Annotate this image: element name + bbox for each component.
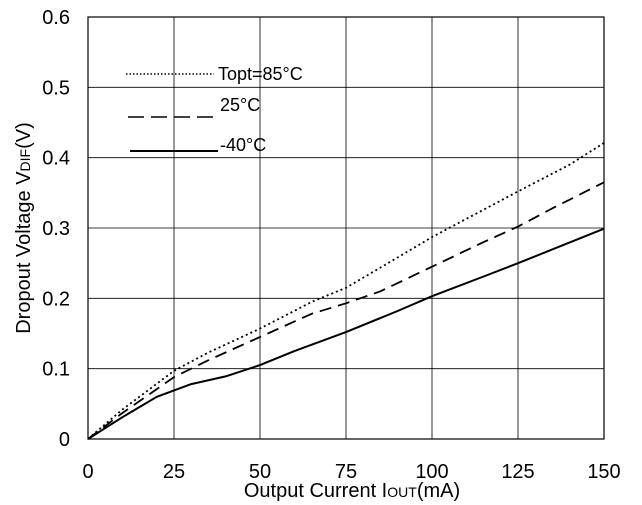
series-line-2: [87, 181, 605, 440]
series-line-3: [87, 227, 605, 440]
x-tick-label: 150: [587, 461, 620, 483]
x-tick-label: 75: [335, 461, 357, 483]
x-axis-title-prefix: Output Current I: [244, 480, 387, 502]
y-axis-title-prefix: Dropout Voltage V: [13, 171, 35, 334]
x-tick-label: 25: [163, 461, 185, 483]
x-tick-labels: 0 25 50 75 100 125 150: [82, 461, 620, 483]
y-tick-label: 0.2: [42, 288, 70, 310]
y-axis-title-suffix: (V): [13, 122, 35, 149]
x-tick-label: 50: [249, 461, 271, 483]
y-tick-label: 0.5: [42, 77, 70, 99]
y-tick-label: 0.1: [42, 359, 70, 381]
y-tick-labels: 0 0.1 0.2 0.3 0.4 0.5 0.6: [42, 7, 70, 451]
x-axis-title-suffix: (mA): [417, 480, 460, 502]
legend: Topt=85°C 25°C -40°C: [126, 64, 303, 155]
y-axis-title-subscript: DIF: [17, 149, 33, 172]
legend-label-2: 25°C: [220, 95, 260, 115]
series-line-1: [87, 142, 605, 440]
x-axis-title-subscript: OUT: [387, 484, 417, 500]
x-tick-label: 100: [415, 461, 448, 483]
series-layer: [87, 142, 605, 440]
grid: [88, 17, 604, 439]
y-tick-label: 0.6: [42, 7, 70, 29]
legend-label-1: Topt=85°C: [218, 64, 303, 84]
y-tick-label: 0.4: [42, 148, 70, 170]
legend-label-3: -40°C: [220, 135, 266, 155]
y-tick-label: 0: [59, 429, 70, 451]
x-tick-label: 125: [501, 461, 534, 483]
y-tick-label: 0.3: [42, 218, 70, 240]
x-axis-title: Output Current IOUT(mA): [244, 480, 460, 502]
x-tick-label: 0: [82, 461, 93, 483]
y-axis-title: Dropout Voltage VDIF(V): [13, 122, 35, 334]
plot-frame: [87, 16, 605, 440]
